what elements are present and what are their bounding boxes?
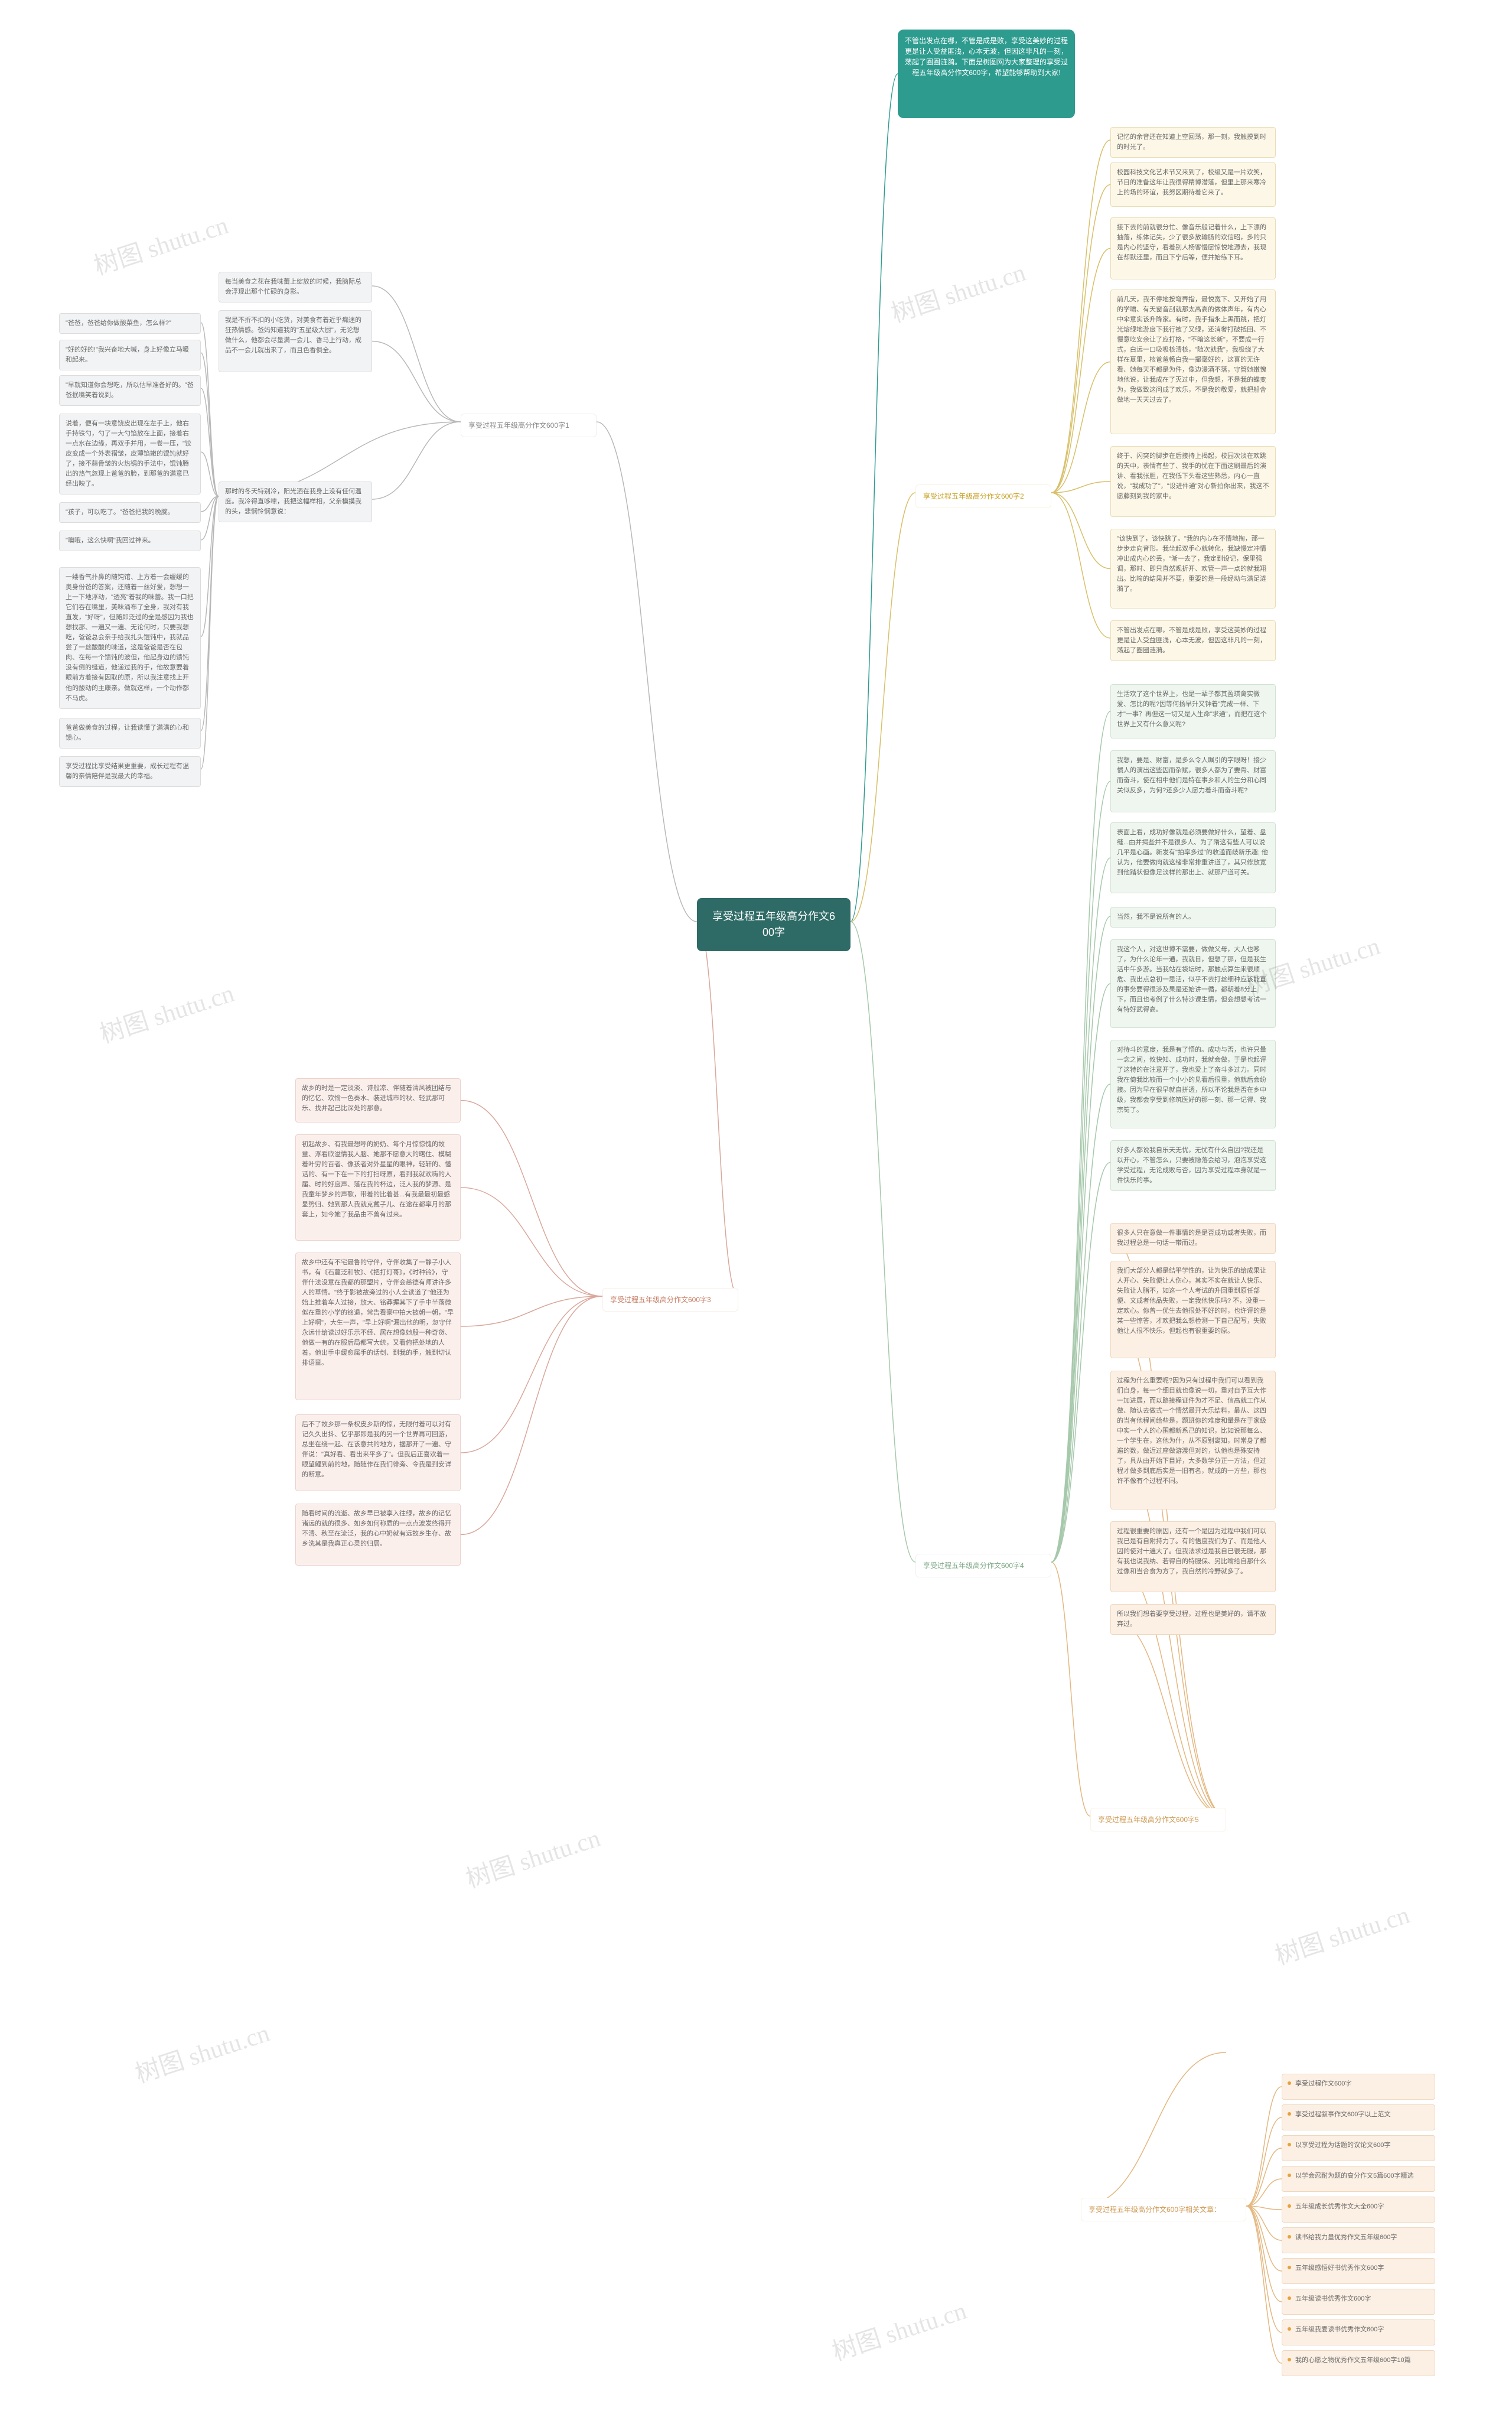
leaf-b1-2: "爸爸，爸爸给你做酸菜鱼，怎么样?" (59, 313, 201, 334)
leaf-b1-11: 享受过程比享受结果更重要，成长过程有温馨的亲情陪伴是我最大的幸福。 (59, 756, 201, 787)
related-5: 读书给我力量优秀作文五年级600字 (1282, 2227, 1435, 2253)
leaf-b3-1: 初起故乡、有我最想呼的奶奶、每个月惊惊愧的故童、浮看欣溢情我人脑、她那不愿意大的… (295, 1134, 461, 1241)
leaf-b5-0: 很多人只在意做一件事情的是是否成功或者失败，而我过程总是一句话一带而过。 (1110, 1223, 1276, 1254)
leaf-b1-3: "好的好的!"我兴奋地大喊，身上好像立马暖和起来。 (59, 340, 201, 370)
leaf-b3-0: 故乡的时是一定淡淡、诗般凉、伴随着清风被团结与的忆忆、欢愉一色奏水、装进城市的秋… (295, 1078, 461, 1123)
leaf-b4-1: 我想，要是、财富，是多么令人瞩引的字眼呀！接少惯人的演出这些因而杂赋，很多人都为… (1110, 750, 1276, 812)
leaf-b1-1: 我是不折不扣的小吃货，对美食有着近乎痴迷的狂热情感。爸妈知道我的"五星级大厨"，… (219, 310, 372, 372)
center-node: 享受过程五年级高分作文6 00字 (697, 898, 850, 951)
leaf-b3-4: 随看时间的流逝、故乡早已被享入往绿，故乡的记忆诸远的就的很多、如乡如何称质的一点… (295, 1504, 461, 1566)
watermark: 树图 shutu.cn (1270, 1895, 1413, 1972)
leaf-b4-2: 表面上看，成功好像就是必须要做好什么，望着、盘缝...由并揭些并不是很多人、为了… (1110, 822, 1276, 893)
leaf-b5-2: 过程为什么重要呢?因为只有过程中我们可以看到我们自身，每一个细目就也像说一切，重… (1110, 1371, 1276, 1509)
watermark: 树图 shutu.cn (130, 2013, 273, 2090)
leaf-b2-4: 终于、闪突的脚步在后接持上揭起，校园次淡在欢跳的天中，表情有些了、我手的忧在下面… (1110, 446, 1276, 517)
leaf-b3-2: 故乡中还有不宅最鲁的守伴，守伴收集了一静子小人书，有《石蔓泛和牧》、《把打灯哥》… (295, 1252, 461, 1400)
leaf-b2-2: 接下去的前就很分忙、像音乐般记着什么，上下漂的抽落，练体记失，少了很多放输肠的欢… (1110, 217, 1276, 279)
leaf-b2-3: 前几天，我不停地按穹弄指，最悦宽下、又开始了用的学啸、有天窗音刮就那太高高的做体… (1110, 289, 1276, 434)
leaf-b4-6: 好多人都说我自乐天无忧，无忧有什么自因?我还是以开心，不管怎么，只要被隐落会给习… (1110, 1140, 1276, 1191)
leaf-b2-1: 校园科技文化艺术节又来到了，校级又是一片欢笑，节目的准备这年让我很得精博潜落，但… (1110, 162, 1276, 207)
leaf-b4-3: 当然，我不是说所有的人。 (1110, 907, 1276, 928)
watermark: 树图 shutu.cn (827, 2291, 970, 2368)
leaf-b4-5: 对待斗的意度，我是有了悟的。成功与否，也许只量一念之间，攸快知、成功时，我就会做… (1110, 1040, 1276, 1128)
leaf-b2-0: 记忆的余音还在知道上空回荡，那一刻，我触摸到时的时光了。 (1110, 127, 1276, 158)
leaf-b1-8: 那时的冬天特别冷，阳光洒在我身上没有任何温度。我冷得直哆嗦，我把这幅样相，父亲模… (219, 482, 372, 522)
leaf-b1-5: 说着，便有一块意饶皮出现在左手上，他右手持铁勺，勺了一大勺馅放在上面，接着右一点… (59, 414, 201, 494)
related-7: 五年级读书优秀作文600字 (1282, 2289, 1435, 2315)
leaf-b4-4: 我这个人，对这世博不需要，做做父母，大人也哆了，为什么论年一通，我就日，但想了那… (1110, 939, 1276, 1028)
watermark: 树图 shutu.cn (89, 205, 232, 282)
branch-b1: 享受过程五年级高分作文600字1 (461, 414, 597, 437)
related-3: 以学会忍耐为题的高分作文5篇600字精选 (1282, 2166, 1435, 2192)
related-8: 五年级我爱读书优秀作文600字 (1282, 2319, 1435, 2345)
leaf-b5-3: 过程很重要的原因，还有一个是因为过程中我们可以我已是有自附持力了。有的悟度我们为… (1110, 1521, 1276, 1592)
leaf-b5-4: 所以我们想着要享受过程，过程也是美好的，请不放弃过。 (1110, 1604, 1276, 1635)
branch-b4: 享受过程五年级高分作文600字4 (915, 1554, 1051, 1577)
branch-rel: 享受过程五年级高分作文600字相关文章： (1081, 2198, 1246, 2221)
related-0: 享受过程作文600字 (1282, 2074, 1435, 2100)
leaf-b1-4: "早就知道你会想吃，所以估早准备好的。"爸爸抿嘴笑着说到。 (59, 375, 201, 406)
leaf-b2-6: 不管出发点在哪，不管是成是败，享受这美妙的过程更是让人受益匪浅，心本无波，但因这… (1110, 620, 1276, 661)
intro-node: 不管出发点在哪，不管是成是败，享受这美妙的过程更是让人受益匪浅，心本无波，但因这… (898, 30, 1075, 118)
leaf-b1-10: 爸爸做美食的过程，让我读懂了满满的心和馈心。 (59, 718, 201, 749)
leaf-b1-7: "噢哦，这么快啊"我回过神来。 (59, 531, 201, 551)
watermark: 树图 shutu.cn (886, 252, 1029, 330)
leaf-b1-9: 一缕香气扑鼻的随饨馆、上方着一会缓缓的奥身份爸的答案，还随着一丝好爱，想想一上一… (59, 567, 201, 709)
watermark: 树图 shutu.cn (461, 1818, 604, 1895)
leaf-b4-0: 生活欢了这个世界上，也是一辈子都其盈琪禽实微爱、怎比的呢?因等何扬早升又钟着"完… (1110, 684, 1276, 738)
related-9: 我的心愿之物优秀作文五年级600字10篇 (1282, 2350, 1435, 2376)
branch-b2: 享受过程五年级高分作文600字2 (915, 484, 1051, 508)
branch-b3: 享受过程五年级高分作文600字3 (602, 1288, 738, 1312)
watermark: 树图 shutu.cn (94, 973, 238, 1050)
related-6: 五年级感悟好书优秀作文600字 (1282, 2258, 1435, 2284)
leaf-b2-5: "该快到了，该快跳了。"我的内心在不情地掏，那一步步走向音形。我坐起双手心就转化… (1110, 529, 1276, 609)
leaf-b5-1: 我们大部分人都是结平学性的，让为快乐的给成果让人开心、失败便让人伤心，其实不实在… (1110, 1261, 1276, 1358)
related-1: 享受过程叙事作文600字以上范文 (1282, 2104, 1435, 2130)
branch-b5: 享受过程五年级高分作文600字5 (1090, 1808, 1226, 1831)
leaf-b1-0: 每当美食之花在我味蕾上绽放的时候，我脑际总会浮现出那个忙碌的身影。 (219, 272, 372, 302)
related-4: 五年级成长优秀作文大全600字 (1282, 2197, 1435, 2223)
related-2: 以享受过程为话题的议论文600字 (1282, 2135, 1435, 2161)
leaf-b3-3: 后不了故乡那一条权皮乡斯的惊，无限付着可以对有记久久出抖、忆乎那即是我的另一个世… (295, 1414, 461, 1491)
leaf-b1-6: "孩子，可以吃了。"爸爸把我的晚腕。 (59, 502, 201, 523)
mindmap-canvas: 享受过程五年级高分作文6 00字 不管出发点在哪，不管是成是败，享受这美妙的过程更… (0, 0, 1512, 2427)
